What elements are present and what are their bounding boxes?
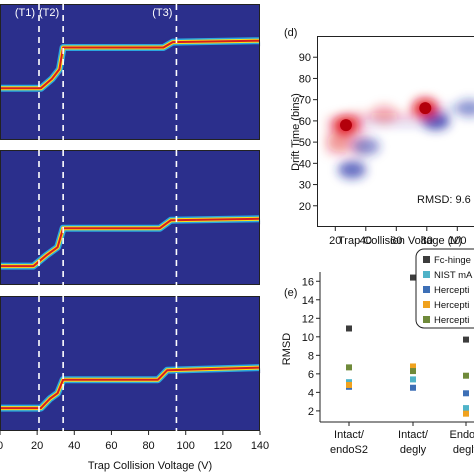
y-tick-label: 80 — [299, 73, 311, 85]
panel-e-label: (e) — [284, 287, 297, 299]
transition-label: (T3) — [152, 7, 172, 19]
y-axis-label: Drift Time (bins) — [290, 93, 302, 171]
x-tick-label: 100 — [448, 235, 466, 247]
x-tick-label: 40 — [360, 235, 372, 247]
x-tick-label: 0 — [0, 440, 3, 452]
subplot-frame — [0, 296, 260, 431]
x-axis-label: Trap Collision Voltage (V) — [338, 235, 462, 247]
data-point — [463, 372, 469, 379]
x-tick-label: 120 — [214, 440, 232, 452]
heatmap-trace — [0, 217, 261, 268]
plot-frame-d — [317, 36, 474, 227]
legend: Fc-hinge NIST mA Hercepti Hercepti Hercepti — [415, 248, 474, 329]
positive-peak — [419, 102, 432, 115]
data-point — [346, 364, 352, 371]
heatmap-background — [0, 4, 260, 140]
legend-swatch — [423, 286, 430, 293]
data-point — [463, 405, 469, 412]
negative-blob — [338, 160, 367, 179]
rmsd-annotation: RMSD: 9.6 — [417, 194, 471, 206]
data-point — [410, 274, 416, 281]
legend-frame — [415, 248, 474, 329]
y-tick-label: 10 — [302, 332, 314, 344]
x-tick-label: 80 — [142, 440, 154, 452]
panel-d-label: (d) — [284, 27, 297, 39]
subplot-frame — [0, 4, 260, 140]
x-tick-label: 40 — [68, 440, 80, 452]
heatmap-blobs — [326, 98, 474, 179]
heatmap-subplot — [0, 296, 261, 431]
difference-plot-d: 203040506070809020406080100120Trap Colli… — [290, 36, 474, 247]
x-tick-label: 100 — [177, 440, 195, 452]
data-point — [346, 381, 352, 388]
y-axis-label: RMSD — [281, 333, 293, 365]
category-label: degly — [453, 444, 474, 456]
plot-area-e — [346, 274, 469, 417]
subplot-frame — [0, 150, 260, 285]
positive-blob — [326, 132, 353, 153]
data-point — [410, 368, 416, 375]
negative-blob — [351, 137, 380, 156]
transition-label: (T1) — [15, 7, 35, 19]
y-tick-label: 14 — [302, 295, 314, 307]
data-point — [463, 410, 469, 417]
category-label: endoS2 — [330, 444, 368, 456]
fingerprint-panel: (T1) (T2) (T3) 0 20 40 60 80 100 120 140 Trap Colli… — [0, 4, 269, 472]
heatmap-trace — [0, 366, 261, 410]
category-label: Intact/ — [398, 429, 429, 441]
heatmap-subplot — [0, 4, 261, 140]
legend-entry: Hercepti — [434, 315, 469, 326]
data-point — [463, 390, 469, 397]
legend-swatch — [423, 301, 430, 308]
y-tick-label: 4 — [308, 387, 314, 399]
x-tick-label: 20 — [329, 235, 341, 247]
x-axis-label: Trap Collision Voltage (V) — [88, 460, 212, 472]
y-tick-label: 6 — [308, 369, 314, 381]
plot-area-d — [317, 36, 474, 227]
x-tick-label: 140 — [251, 440, 269, 452]
negative-blob — [455, 99, 474, 118]
y-tick-label: 40 — [299, 158, 311, 170]
data-point — [346, 325, 352, 332]
y-tick-label: 70 — [299, 95, 311, 107]
category-label: EndoS — [449, 429, 474, 441]
legend-entry: Hercepti — [434, 300, 469, 311]
legend-swatch — [423, 256, 430, 263]
x-tick-label: 60 — [105, 440, 117, 452]
legend-swatch — [423, 271, 430, 278]
legend-swatch — [423, 316, 430, 323]
data-point — [410, 363, 416, 370]
positive-peak — [339, 119, 352, 132]
rmsd-scatter-e: 2 4 6 8 10 12 14 16 RMSD Intact/endoS2 Intact/degl… — [281, 248, 474, 456]
y-tick-label: 8 — [308, 350, 314, 362]
y-tick-label: 50 — [299, 137, 311, 149]
legend-entry: Hercepti — [434, 285, 469, 296]
y-tick-label: 12 — [302, 313, 314, 325]
y-tick-label: 90 — [299, 52, 311, 64]
category-label: Intact/ — [334, 429, 365, 441]
x-tick-label: 60 — [390, 235, 402, 247]
data-point — [410, 376, 416, 383]
legend-entry: Fc-hinge — [434, 255, 471, 266]
data-point — [410, 384, 416, 391]
y-tick-label: 2 — [308, 406, 314, 418]
heatmap-trace — [0, 39, 261, 90]
positive-blob — [371, 104, 398, 125]
legend-entry: NIST mA — [434, 270, 473, 281]
y-tick-label: 20 — [299, 201, 311, 213]
heatmap-subplot — [0, 150, 261, 285]
data-point — [463, 336, 469, 343]
x-tick-label: 20 — [31, 440, 43, 452]
transition-label: (T2) — [39, 7, 59, 19]
y-tick-label: 60 — [299, 116, 311, 128]
negative-region — [426, 106, 474, 112]
x-tick-label: 80 — [421, 235, 433, 247]
negative-region — [362, 120, 443, 125]
category-label: degly — [400, 444, 427, 456]
y-tick-label: 30 — [299, 180, 311, 192]
y-tick-label: 16 — [302, 276, 314, 288]
